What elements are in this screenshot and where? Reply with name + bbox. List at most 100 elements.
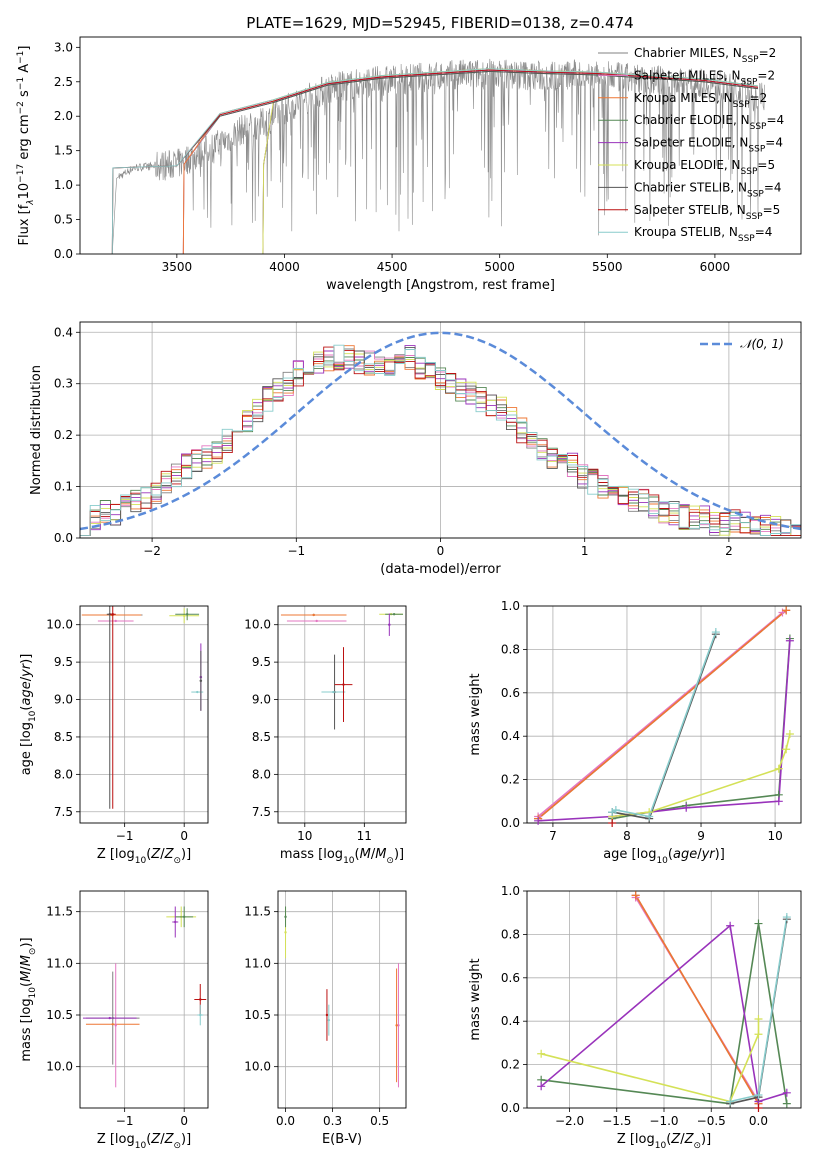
spectrum-ylabel-part: −1 <box>16 51 26 64</box>
mass_vs_ebv-point-salpeter_stelib <box>325 1013 329 1017</box>
weight_vs_Z-xlabel: Z [log10(Z/Z⊙)] <box>617 1132 711 1151</box>
weight_vs_Z-xtick-label: −2.0 <box>555 1114 584 1128</box>
spectrum-model-kroupa_stelib <box>111 68 759 254</box>
age_vs_Z-ytick-label: 9.0 <box>54 693 73 707</box>
legend-label-chabrier_miles-part: Chabrier MILES, N <box>634 46 742 60</box>
weight_vs_age-ytick-label: 0.4 <box>501 729 520 743</box>
weight_vs_Z-xlabel-part: Z <box>670 1132 681 1147</box>
legend-label-chabrier_stelib-part: SSP <box>747 189 764 199</box>
residuals-xtick-label: −1 <box>287 544 305 558</box>
mass_vs_Z-ylabel-part: 10 <box>28 987 38 999</box>
weight_vs_Z-xtick-label: 0.0 <box>749 1114 768 1128</box>
plots-layer: 3500 4000 4500 5000 5500 6000 0.0 0.5 1.0 1.5 2.0 2… <box>16 36 802 1151</box>
weight_vs_age-xlabel-part: ( <box>668 847 673 862</box>
legend-label-salpeter_elodie: Salpeter ELODIE, NSSP=4 <box>634 136 783 155</box>
legend-label-salpeter_stelib-part: =5 <box>763 203 781 217</box>
weight_vs_age-line-kroupa_miles <box>537 609 787 820</box>
weight_vs_age-marker-kroupa_stelib <box>711 628 720 637</box>
mass_vs_ebv-point-kroupa_miles <box>395 1024 398 1027</box>
legend-label-kroupa_elodie-part: Kroupa ELODIE, N <box>634 158 741 172</box>
weight_vs_Z-marker-chabrier_elodie <box>754 919 763 928</box>
mass_vs_Z-point-kroupa_miles <box>111 1023 114 1026</box>
weight_vs_Z-marker-kroupa_elodie <box>754 1015 763 1024</box>
residuals-plot-area <box>80 331 801 536</box>
residuals-xtick-label: 2 <box>725 544 733 558</box>
mass_vs_Z-xtick-label: 0 <box>180 1114 188 1128</box>
age_vs_Z-point-salpeter_stelib <box>111 613 114 616</box>
age_vs_Z-ytick-label: 8.0 <box>54 767 73 781</box>
mass_vs_Z-point-salpeter_miles <box>114 1024 117 1027</box>
age_vs_Z-ylabel-part: age <box>19 681 34 705</box>
spectrum-panel: 3500 4000 4500 5000 5500 6000 0.0 0.5 1.0 1.5 2.0 2… <box>16 36 802 293</box>
mass_vs_ebv-frame <box>277 890 407 1109</box>
weight_vs_Z-ytick-label: 0.6 <box>501 971 520 985</box>
mass_vs_Z-ylabel: mass [log10(M/M⊙)] <box>19 937 38 1061</box>
weight_vs_Z-ytick-label: 0.4 <box>501 1014 520 1028</box>
mass_vs_Z-ylabel-part: / <box>19 966 34 971</box>
mass_vs_Z-ylabel-part: ( <box>19 982 34 987</box>
mass_vs_Z-ylabel-part: M <box>19 971 34 982</box>
weight_vs_Z-xlabel-part: 10 <box>655 1141 667 1151</box>
age_vs_Z-xlabel-part: / <box>160 847 165 862</box>
normal-legend-label: 𝒩(0, 1) <box>740 337 784 351</box>
spectrum-ytick-label: 0.5 <box>54 213 73 227</box>
weight_vs_age-marker-kroupa_elodie <box>782 745 791 754</box>
residuals-ytick-label: 0.0 <box>54 531 73 545</box>
age_vs_mass-ytick-label: 8.0 <box>252 767 271 781</box>
weight_vs_age-marker-kroupa_elodie <box>774 764 783 773</box>
age_vs_mass-ytick-label: 7.5 <box>252 805 271 819</box>
mass_vs_Z-xlabel-part: ( <box>146 1132 151 1147</box>
age_vs_mass-plot-area <box>280 613 404 730</box>
spectrum-plot-area <box>111 58 765 254</box>
age_vs_mass-xlabel-part: M <box>360 847 371 862</box>
mass_vs_ebv-point-salpeter_miles <box>397 1024 400 1027</box>
residuals-ytick-label: 0.4 <box>54 325 73 339</box>
legend-label-salpeter_miles: Salpeter MILES, NSSP=2 <box>634 68 775 87</box>
age_vs_Z-ytick-label: 9.5 <box>54 655 73 669</box>
age_vs_Z-xlabel-part: Z <box>164 847 175 862</box>
mass_vs_Z-ylabel-part: M <box>19 955 34 966</box>
age_vs_Z-ylabel-part: 10 <box>28 710 38 722</box>
weight_vs_Z-marker-kroupa_miles <box>631 891 640 900</box>
mass_vs_Z-ytick-label: 11.0 <box>46 956 73 970</box>
age_vs_Z-xlabel-part: ( <box>146 847 151 862</box>
legend-label-salpeter_stelib-part: Salpeter STELIB, N <box>634 203 746 217</box>
residuals-panel: −2 −1 0 1 2 0.0 0.1 0.2 0.3 0.4 𝒩(0, 1) (data-model… <box>29 321 802 577</box>
legend-label-kroupa_elodie-part: SSP <box>741 167 758 177</box>
age_vs_mass-xlabel-part: 10 <box>343 856 355 866</box>
age_vs_Z-point-kroupa_elodie <box>182 614 186 617</box>
weight_vs_Z-panel: −2.0 −1.5 −1.0 −0.5 0.0 0.0 0.2 0.4 0.6 0.8 1.0 Z [… <box>468 884 802 1151</box>
spectrum-xtick-label: 5000 <box>484 260 515 274</box>
age_vs_mass-point-salpeter_elodie <box>388 623 391 626</box>
age_vs_mass-ytick-label: 8.5 <box>252 730 271 744</box>
age_vs_Z-point-chabrier_elodie <box>185 613 189 616</box>
weight_vs_age-xtick-label: 7 <box>549 829 557 843</box>
legend-label-chabrier_elodie-part: Chabrier ELODIE, N <box>634 113 750 127</box>
weight_vs_age-ylabel: mass weight <box>468 673 483 755</box>
mass_vs_Z-point-salpeter_elodie <box>174 920 177 924</box>
age_vs_Z-plot-area <box>81 606 204 809</box>
spectrum-data-line <box>112 58 765 254</box>
age_vs_Z-ylabel-part: yr <box>19 662 34 678</box>
spectrum-ylabel-part: 10 <box>17 183 32 200</box>
weight_vs_age-marker-salpeter_elodie <box>534 816 543 825</box>
residuals-frame <box>79 321 802 539</box>
age_vs_Z-ylabel-part: age [log <box>19 722 34 775</box>
age_vs_Z-xlabel-part: )] <box>181 847 191 862</box>
age_vs_mass-ytick-label: 10.0 <box>244 618 271 632</box>
mass_vs_Z-xlabel-part: Z <box>164 1132 175 1147</box>
weight_vs_age-ytick-label: 1.0 <box>501 599 520 613</box>
weight_vs_age-xlabel-part: 10 <box>656 856 668 866</box>
spectrum-ylabel-part: λ <box>26 199 36 205</box>
age_vs_mass-ytick-label: 9.5 <box>252 655 271 669</box>
age_vs_Z-ylabel-part: / <box>19 676 34 681</box>
weight_vs_age-xlabel-part: yr <box>701 847 717 862</box>
legend-label-salpeter_stelib: Salpeter STELIB, NSSP=5 <box>634 203 780 222</box>
spectrum-ylabel-part: Flux [f <box>17 204 32 245</box>
residuals-xtick-label: 1 <box>581 544 589 558</box>
weight_vs_age-xtick-label: 10 <box>767 829 782 843</box>
legend-label-kroupa_miles-part: Kroupa MILES, N <box>634 91 733 105</box>
weight_vs_age-ytick-label: 0.6 <box>501 686 520 700</box>
